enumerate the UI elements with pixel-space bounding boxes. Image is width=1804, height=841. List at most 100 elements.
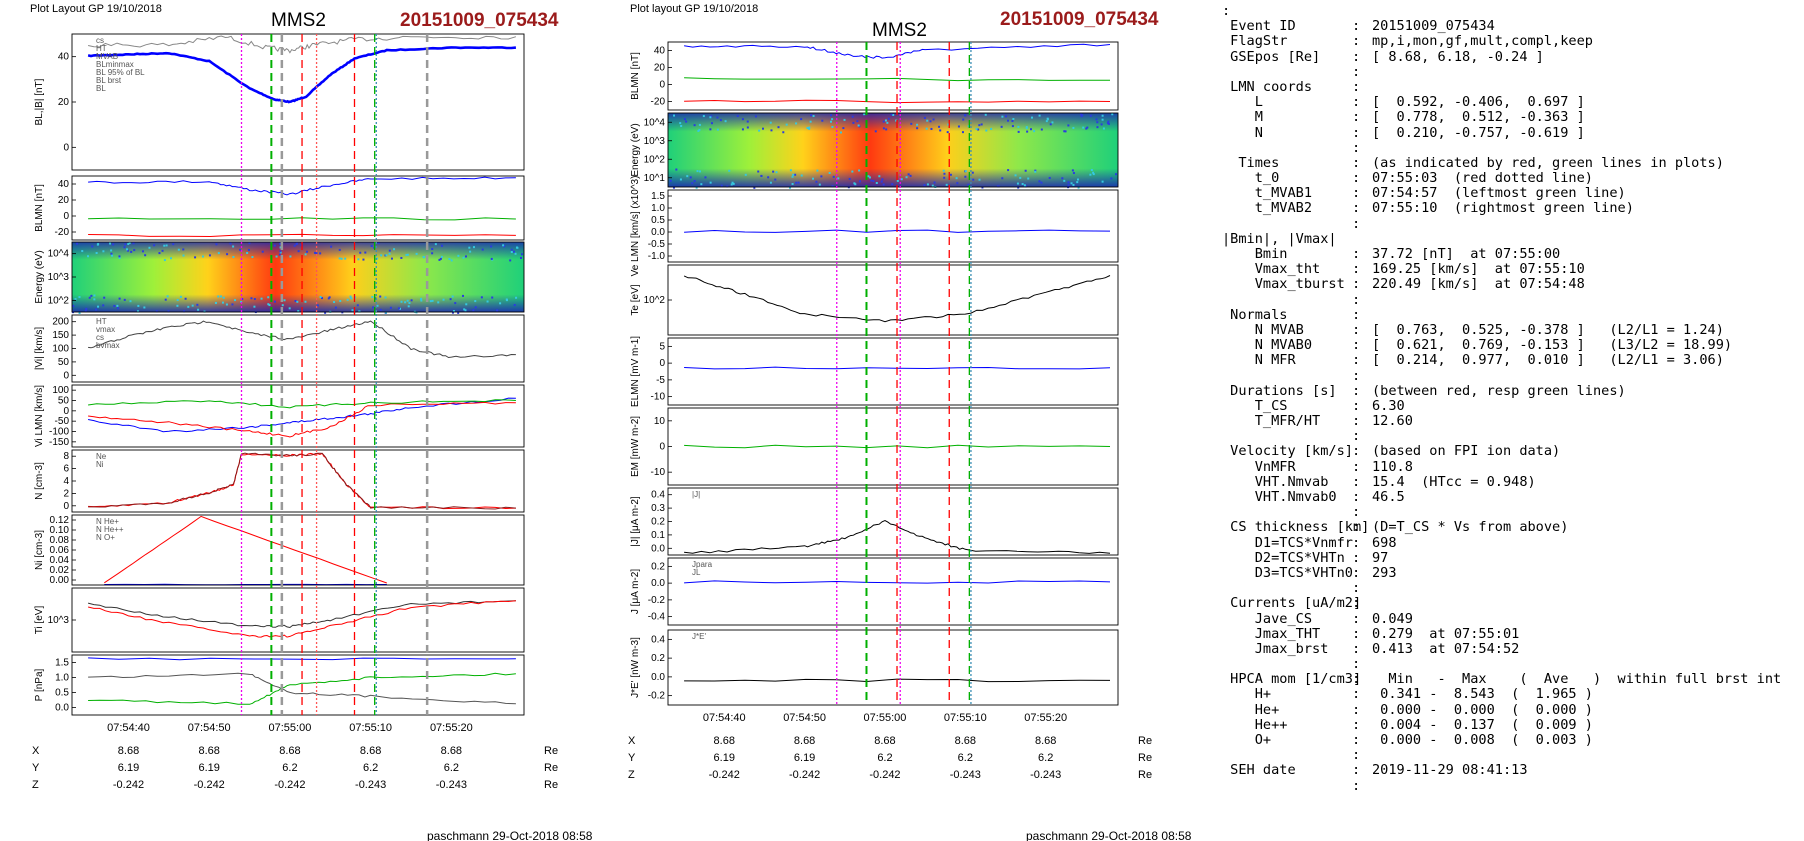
spectrogram-speck xyxy=(246,251,249,254)
summary-row: : xyxy=(1222,368,1800,384)
summary-key: He+ xyxy=(1222,701,1280,718)
summary-colon: : xyxy=(1352,458,1361,475)
summary-key: D2=TCS*VHTn xyxy=(1222,549,1345,566)
spectrogram-speck xyxy=(785,123,788,126)
panel-frame xyxy=(667,112,1119,188)
spectrogram-speck xyxy=(931,184,934,187)
series-line xyxy=(88,176,516,196)
spectrogram-speck xyxy=(1102,127,1105,130)
summary-value: 46.5 xyxy=(1372,489,1405,505)
spectrogram-speck xyxy=(240,300,243,303)
y-tick-label: 20 xyxy=(654,63,666,74)
summary-row: N MFR: [ 0.214, 0.977, 0.010 ] (L2/L1 = 3… xyxy=(1222,353,1800,368)
spectrogram-speck xyxy=(726,185,729,188)
spectrogram-speck xyxy=(887,117,890,120)
spectrogram-speck xyxy=(863,113,866,116)
spectrogram-speck xyxy=(964,170,967,173)
spectrogram-speck xyxy=(97,305,100,308)
panel-frame xyxy=(667,41,1119,111)
spectrogram-speck xyxy=(113,304,116,307)
legend-entry: JL xyxy=(692,568,701,577)
orbit-value: 8.68 xyxy=(955,735,976,747)
y-tick-label: -0.5 xyxy=(648,239,666,250)
spectrogram-speck xyxy=(267,303,270,306)
spectrogram-speck xyxy=(155,310,158,313)
y-axis-label: Energy (eV) xyxy=(34,250,45,303)
summary-row: : xyxy=(1222,4,1800,19)
summary-row: VHT.Nmvab:15.4 (HTcc = 0.948) xyxy=(1222,473,1800,490)
y-tick-label: 100 xyxy=(52,344,69,355)
summary-value: 0.341 - 8.543 ( 1.965 ) xyxy=(1372,686,1593,703)
summary-row: : xyxy=(1222,504,1800,521)
spectrogram-speck xyxy=(1021,183,1024,186)
spectrogram-speck xyxy=(111,254,114,257)
y-tick-label: 10^2 xyxy=(644,154,666,165)
spectrogram-speck xyxy=(716,116,719,119)
y-axis-label: BL,|B| [nT] xyxy=(34,78,45,125)
spectrogram-speck xyxy=(842,127,845,130)
spectrogram-speck xyxy=(1001,177,1004,180)
y-tick-label: 0.00 xyxy=(50,575,70,586)
spectrogram-speck xyxy=(1085,127,1088,130)
summary-row: D1=TCS*Vnmfr: 698 xyxy=(1222,535,1800,551)
spectrogram-speck xyxy=(693,180,696,183)
y-tick-label: 20 xyxy=(58,195,70,206)
spectrogram-speck xyxy=(1038,114,1041,117)
spectrogram-speck xyxy=(1063,179,1066,182)
spectrogram-speck xyxy=(946,131,949,134)
spectrogram-speck xyxy=(762,127,765,130)
spectrogram-speck xyxy=(831,185,834,188)
spectrogram-speck xyxy=(465,303,468,306)
spectrogram-speck xyxy=(450,259,453,262)
summary-key: Vmax_tht xyxy=(1222,261,1321,278)
summary-colon: : xyxy=(1352,473,1361,490)
spectrogram-speck xyxy=(1071,169,1074,172)
summary-row: : xyxy=(1222,216,1800,232)
spectrogram-speck xyxy=(816,169,819,172)
spectrogram-speck xyxy=(933,181,936,184)
spectrogram-speck xyxy=(1019,176,1022,179)
panel-frame xyxy=(667,337,1119,406)
spectrogram-speck xyxy=(217,295,220,298)
y-tick-label: -0.2 xyxy=(648,691,666,702)
spectrogram-speck xyxy=(377,242,380,245)
spectrogram-speck xyxy=(856,120,859,123)
y-tick-label: 6 xyxy=(63,464,69,475)
y-tick-label: 0.04 xyxy=(50,555,70,566)
summary-colon: : xyxy=(1352,595,1361,612)
orbit-value: 8.68 xyxy=(794,735,815,747)
spectrogram-speck xyxy=(1014,174,1017,177)
spectrogram-speck xyxy=(84,310,87,313)
spectrogram-speck xyxy=(231,303,234,306)
spectrogram-speck xyxy=(872,180,875,183)
spectrogram-speck xyxy=(406,299,409,302)
spectrogram-speck xyxy=(124,243,127,246)
spectrogram-speck xyxy=(800,174,803,177)
summary-colon: : xyxy=(1352,716,1361,733)
series-line xyxy=(88,399,516,409)
summary-colon: : xyxy=(1352,519,1361,536)
spectrogram-speck xyxy=(1026,130,1029,133)
summary-key: D3=TCS*VHTn0 xyxy=(1222,564,1353,581)
spectrogram-speck xyxy=(1051,121,1054,124)
summary-key: |Bmin|, |Vmax| xyxy=(1222,230,1337,247)
summary-row: t_0:07:55:03 (red dotted line) xyxy=(1222,170,1800,186)
spectrogram-speck xyxy=(241,297,244,300)
spectrogram-speck xyxy=(454,302,457,305)
legend-entry: J*E' xyxy=(692,632,706,641)
spectrogram-speck xyxy=(828,171,831,174)
y-tick-label: 4 xyxy=(63,476,69,487)
y-tick-label: 10 xyxy=(654,416,666,427)
spectrogram-speck xyxy=(929,120,932,123)
spectrogram-speck xyxy=(87,255,90,258)
spectrogram-speck xyxy=(1048,176,1051,179)
spectrogram-speck xyxy=(388,249,391,252)
spectrogram-speck xyxy=(393,248,396,251)
orbit-value: 6.19 xyxy=(794,752,815,764)
spectrogram-speck xyxy=(770,129,773,132)
spectrogram-speck xyxy=(1046,117,1049,120)
spectrogram-speck xyxy=(916,123,919,126)
spectrogram-speck xyxy=(831,125,834,128)
summary-colon: : xyxy=(1352,504,1361,521)
